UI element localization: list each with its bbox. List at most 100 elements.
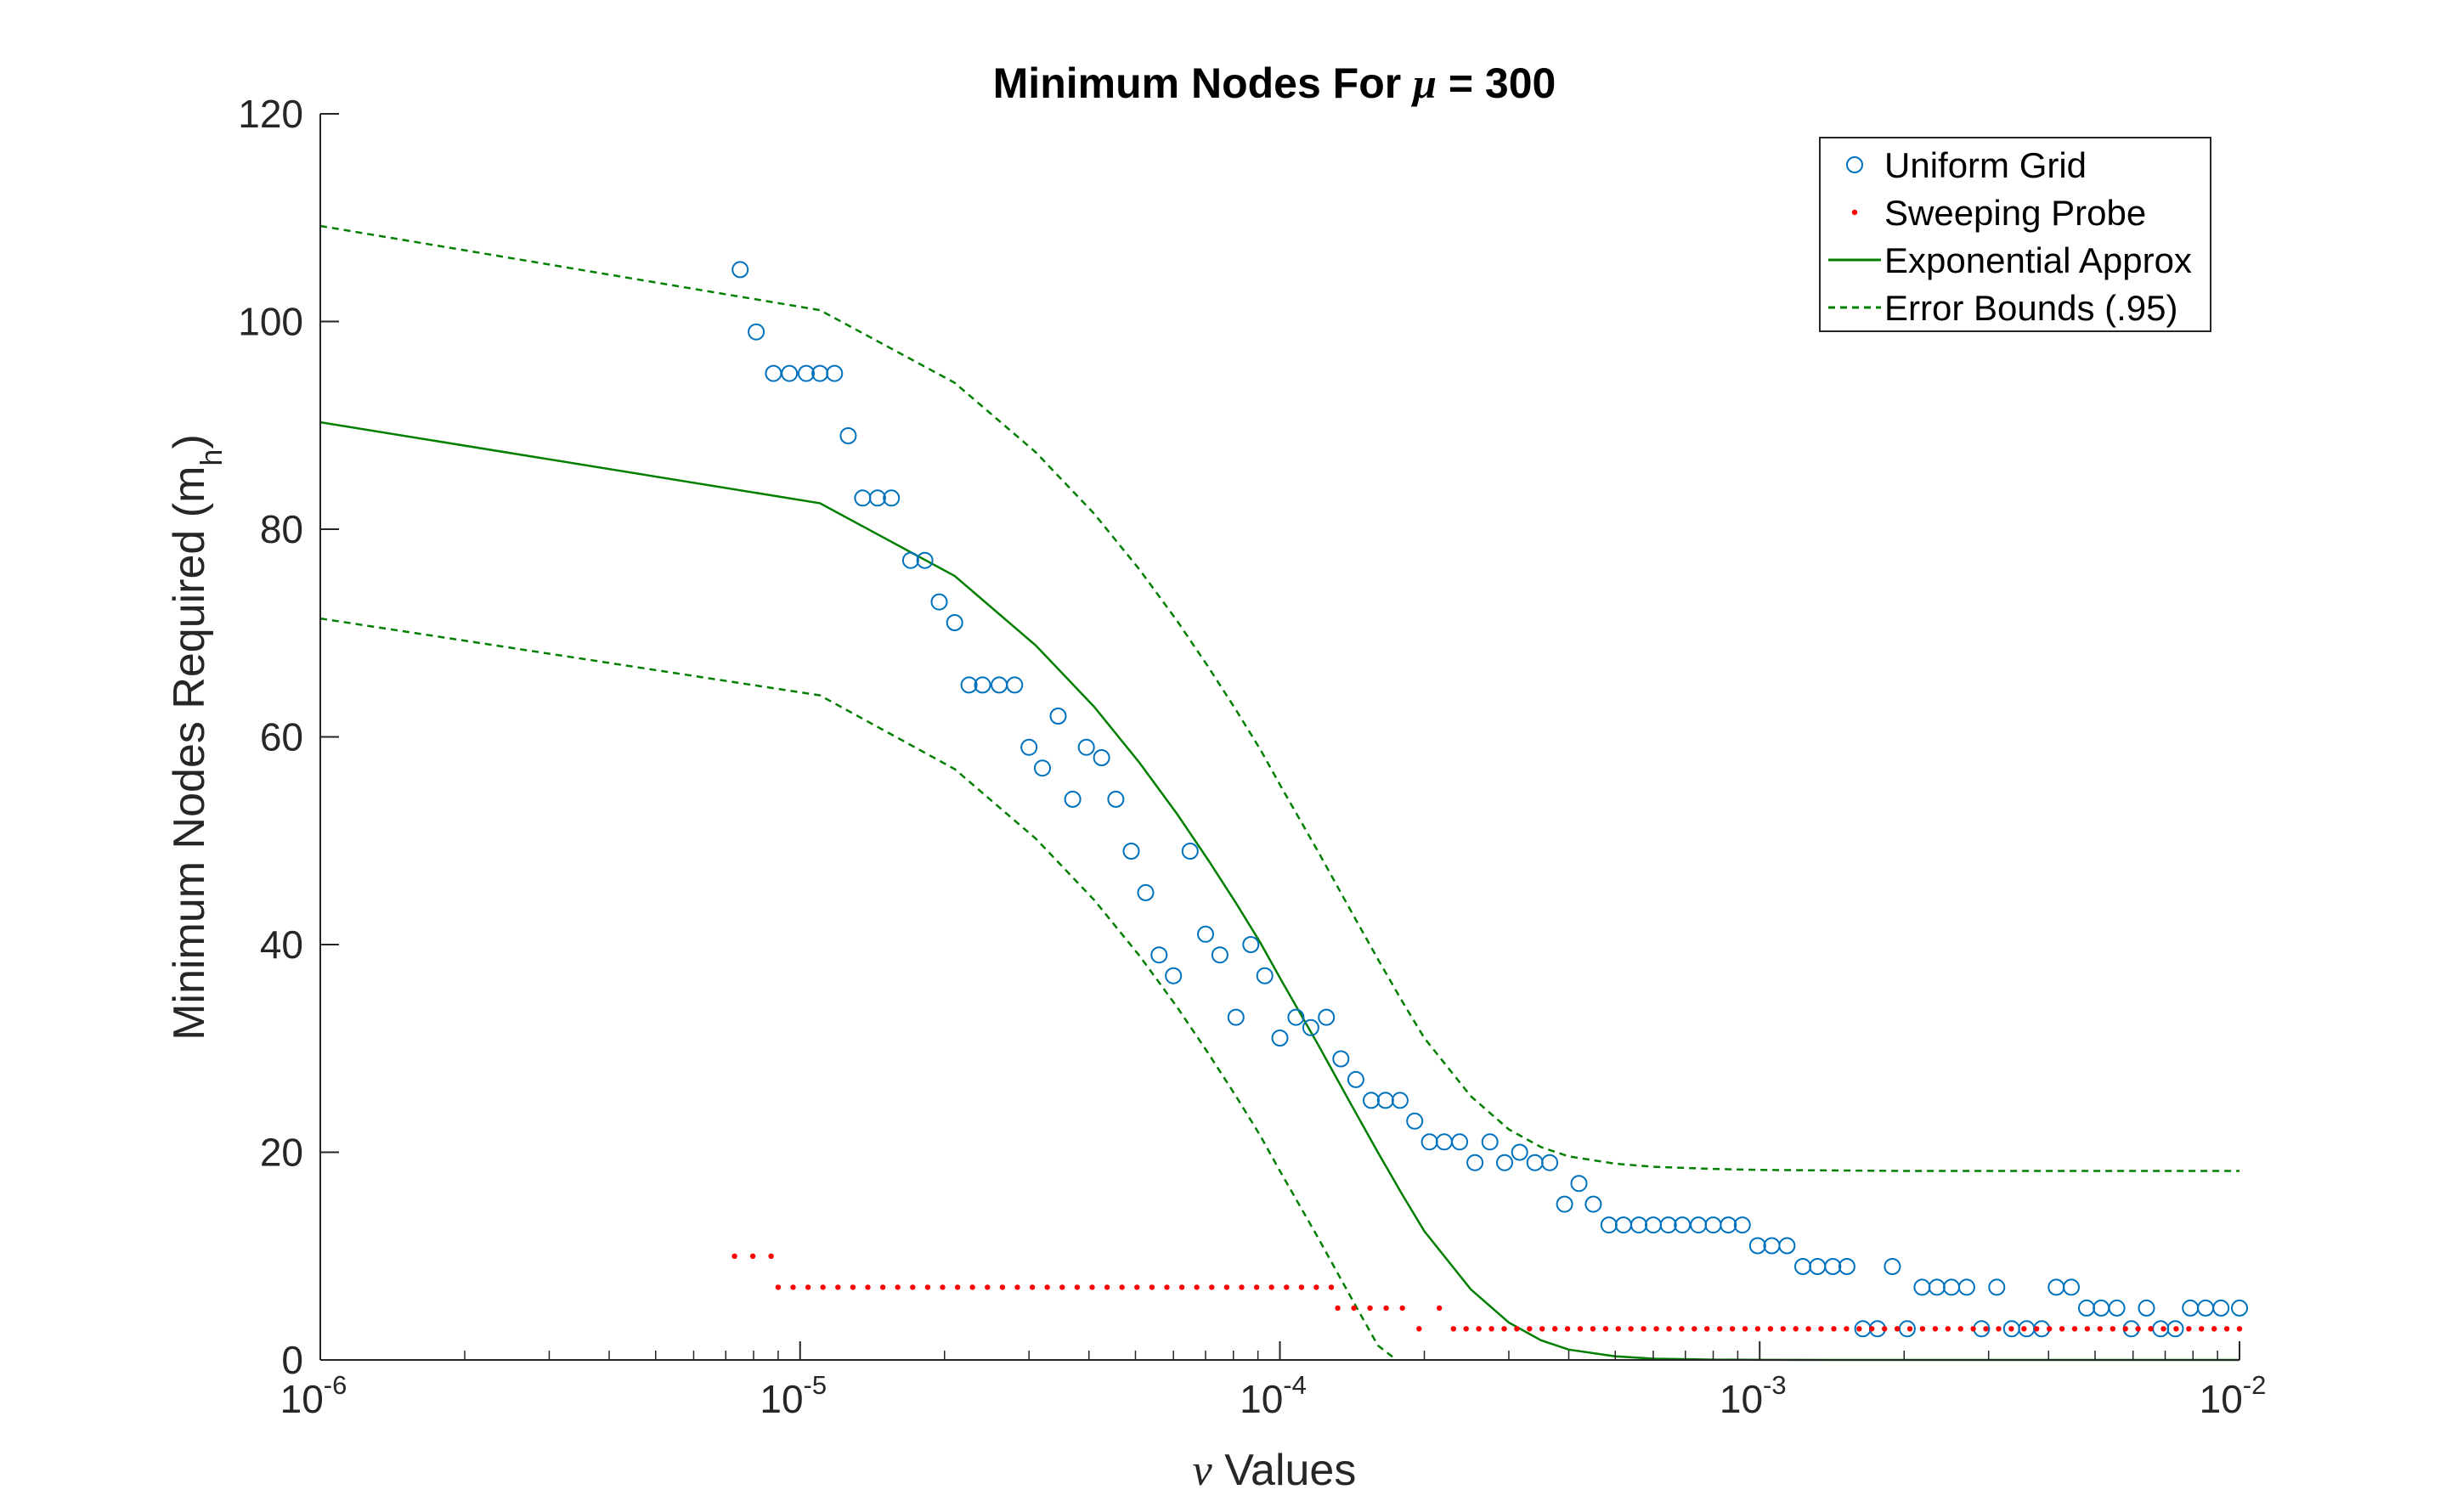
sweeping-probe-point <box>2223 1326 2230 1332</box>
sweeping-probe-point <box>2199 1326 2205 1332</box>
sweeping-probe-point <box>1539 1326 1545 1332</box>
uniform-grid-point <box>868 489 886 507</box>
legend: Uniform Grid Sweeping Probe Exponential … <box>1819 137 2211 332</box>
chart-title-greek: μ <box>1410 59 1437 107</box>
sweeping-probe-point <box>1383 1305 1389 1312</box>
uniform-grid-point <box>1541 1154 1559 1171</box>
sweeping-probe-point <box>768 1253 774 1260</box>
sweeping-probe-point <box>1805 1326 1811 1332</box>
sweeping-probe-point <box>1253 1284 1260 1290</box>
sweeping-probe-point <box>790 1284 796 1290</box>
uniform-grid-point <box>1165 967 1183 984</box>
uniform-grid-point <box>1049 708 1067 725</box>
sweeping-probe-point <box>865 1284 871 1290</box>
uniform-grid-point <box>1137 883 1155 901</box>
uniform-grid-point <box>1838 1258 1855 1275</box>
x-axis-title-greek: ν <box>1193 1447 1213 1495</box>
uniform-grid-point <box>1150 946 1168 964</box>
sweeping-probe-point <box>2122 1326 2128 1332</box>
uniform-grid-point <box>1391 1092 1409 1109</box>
sweeping-probe-point <box>1919 1326 1926 1332</box>
error-bound-lower-line <box>319 617 1398 1361</box>
uniform-grid-point <box>839 427 857 444</box>
sweeping-probe-point <box>1793 1326 1799 1332</box>
sweeping-probe-point <box>2021 1326 2027 1332</box>
sweeping-probe-point <box>1932 1326 1939 1332</box>
sweeping-probe-point <box>2110 1326 2115 1332</box>
sweeping-probe-point <box>1742 1326 1748 1332</box>
sweeping-probe-point <box>999 1284 1006 1290</box>
sweeping-probe-point <box>1104 1284 1110 1290</box>
y-axis-title-close: ) <box>165 434 214 449</box>
sweeping-probe-point <box>1767 1326 1774 1332</box>
uniform-grid-point <box>1556 1195 1573 1213</box>
sweeping-probe-point <box>1856 1326 1862 1332</box>
sweeping-probe-point <box>1679 1326 1685 1332</box>
sweeping-probe-point <box>2047 1326 2053 1332</box>
uniform-grid-point <box>946 614 963 631</box>
uniform-grid-point <box>1107 790 1125 808</box>
sweeping-probe-point <box>1367 1305 1373 1312</box>
sweeping-probe-point <box>985 1284 991 1290</box>
uniform-grid-point <box>1197 925 1214 943</box>
uniform-grid-point <box>1748 1237 1766 1255</box>
sweeping-probe-point <box>1641 1326 1646 1332</box>
x-tick-exponent: -4 <box>1283 1370 1307 1400</box>
uniform-grid-point <box>883 489 901 507</box>
sweeping-probe-point <box>1149 1284 1155 1290</box>
sweeping-probe-point <box>1906 1326 1913 1332</box>
legend-bounds-label: Error Bounds (.95) <box>1884 288 2177 328</box>
uniform-grid-point <box>1451 1133 1469 1151</box>
y-tick-label: 40 <box>260 922 303 967</box>
uniform-grid-point <box>1778 1237 1796 1255</box>
sweeping-probe-point <box>1628 1326 1634 1332</box>
sweeping-probe-point <box>1399 1305 1405 1312</box>
x-tick-base: 10 <box>280 1377 324 1421</box>
legend-box <box>1819 137 2211 332</box>
uniform-grid-point <box>798 364 815 382</box>
sweeping-probe-point <box>850 1284 856 1290</box>
sweeping-probe-point <box>1488 1326 1494 1332</box>
legend-probe-label: Sweeping Probe <box>1884 193 2146 233</box>
sweeping-probe-point <box>1514 1326 1520 1332</box>
sweeping-probe-point <box>2173 1326 2179 1332</box>
sweeping-probe-point <box>1564 1326 1571 1332</box>
sweeping-probe-point <box>1780 1326 1786 1332</box>
sweeping-probe-point <box>1134 1284 1140 1290</box>
error-bound-upper-line <box>319 224 2239 1172</box>
sweeping-probe-point <box>1450 1326 1457 1332</box>
uniform-grid-point <box>1570 1175 1588 1193</box>
sweeping-probe-point <box>1704 1326 1710 1332</box>
sweeping-probe-point <box>2211 1326 2217 1332</box>
uniform-grid-point <box>1093 749 1110 766</box>
y-tick-label: 0 <box>281 1338 303 1382</box>
sweeping-probe-point <box>1717 1326 1723 1332</box>
uniform-grid-point <box>2231 1299 2248 1317</box>
uniform-grid-point <box>2063 1278 2080 1296</box>
sweeping-probe-point <box>2148 1326 2154 1332</box>
legend-approx-label: Exponential Approx <box>1884 240 2192 280</box>
sweeping-probe-point <box>835 1284 841 1290</box>
uniform-grid-point <box>1659 1216 1677 1234</box>
uniform-grid-point <box>1584 1195 1602 1213</box>
sweeping-probe-point <box>924 1284 931 1290</box>
sweeping-probe-point <box>1602 1326 1609 1332</box>
y-tick-label: 60 <box>260 715 303 759</box>
uniform-grid-point <box>1511 1143 1528 1161</box>
sweeping-probe-point <box>954 1284 961 1290</box>
x-axis-title-text: Values <box>1212 1446 1357 1495</box>
uniform-grid-point <box>2138 1299 2155 1317</box>
y-tick-label: 120 <box>238 92 303 136</box>
sweeping-probe-point <box>1119 1284 1125 1290</box>
uniform-grid-point <box>1256 967 1274 984</box>
sweeping-probe-point <box>1577 1326 1584 1332</box>
sweeping-probe-point <box>1313 1284 1319 1290</box>
uniform-grid-point <box>1302 1018 1319 1036</box>
sweeping-probe-point <box>1818 1326 1824 1332</box>
sweeping-probe-point <box>1351 1305 1357 1312</box>
sweeping-probe-point <box>1223 1284 1230 1290</box>
sweeping-probe-point <box>910 1284 916 1290</box>
sweeping-probe-point <box>1844 1326 1850 1332</box>
sweeping-probe-point <box>2084 1326 2091 1332</box>
